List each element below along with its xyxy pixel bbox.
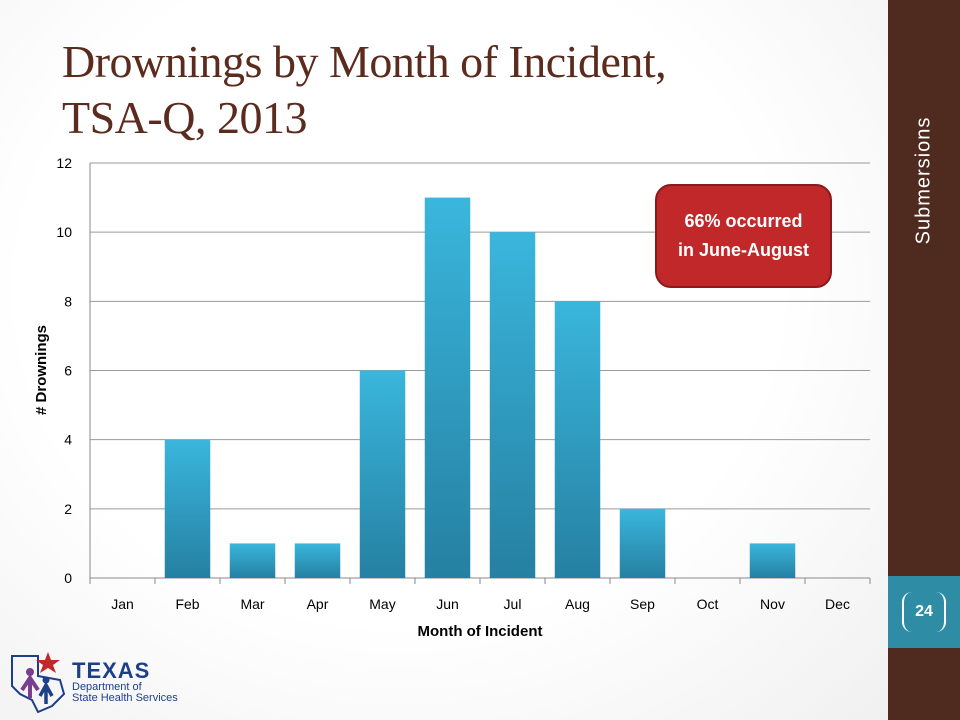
- x-tick-label: Nov: [760, 596, 785, 612]
- x-tick-label: Sep: [630, 596, 655, 612]
- x-tick-label: Jul: [504, 596, 522, 612]
- callout-line-2: in June-August: [678, 240, 809, 260]
- x-tick-label: Dec: [825, 596, 850, 612]
- texas-dshs-logo-icon: [11, 652, 66, 714]
- logo-dshs: State Health Services: [72, 692, 178, 704]
- logo-texas: TEXAS: [72, 658, 151, 683]
- y-tick-labels: 0 2 4 6 8 10 12: [56, 155, 72, 586]
- x-tick-labels: Jan Feb Mar Apr May Jun Jul Aug Sep Oct Nov Dec: [111, 596, 850, 612]
- bar-jul: [489, 232, 536, 578]
- x-tick-label: Jan: [111, 596, 134, 612]
- y-tick-label: 4: [64, 432, 72, 448]
- x-axis-label: Month of Incident: [418, 623, 543, 640]
- bar-mar: [229, 543, 276, 578]
- bar-may: [359, 370, 406, 578]
- slide-title: Drownings by Month of Incident, TSA-Q, 2…: [62, 34, 862, 146]
- y-tick-label: 0: [64, 570, 72, 586]
- y-tick-label: 6: [64, 363, 72, 379]
- sidebar-label-text: Submersions: [912, 116, 935, 244]
- bar-aug: [554, 301, 601, 578]
- bar-feb: [164, 439, 211, 578]
- x-tick-label: Aug: [565, 596, 590, 612]
- logo-dept: Department of: [72, 681, 142, 693]
- x-tick-label: Oct: [697, 596, 719, 612]
- x-tick-label: May: [369, 596, 395, 612]
- title-line-1: Drownings by Month of Incident,: [62, 36, 667, 87]
- callout-line-1: 66% occurred: [684, 211, 803, 231]
- bar-chart: 0 2 4 6 8 10 12 Jan Feb Mar Apr May Jun Jul Aug Sep Oct…: [33, 155, 871, 640]
- bar-sep: [619, 508, 666, 578]
- x-tick-label: Mar: [240, 596, 264, 612]
- bar-apr: [294, 543, 341, 578]
- bar-jun: [424, 197, 471, 579]
- gridlines: [89, 162, 871, 584]
- y-tick-label: 10: [56, 224, 72, 240]
- page-number: 24: [902, 592, 946, 632]
- logo-text: TEXAS Department of State Health Service…: [72, 660, 178, 704]
- callout-box: 66% occurred in June-August: [655, 184, 832, 288]
- bars: [164, 197, 796, 579]
- bar-nov: [749, 543, 796, 578]
- sidebar-section-label: Submersions: [888, 60, 960, 300]
- y-tick-label: 12: [56, 155, 72, 171]
- page-number-box: [888, 576, 960, 648]
- y-axis-label: # Drownings: [33, 325, 50, 415]
- x-tick-label: Apr: [307, 596, 329, 612]
- x-tick-label: Jun: [436, 596, 459, 612]
- x-tick-label: Feb: [175, 596, 199, 612]
- y-tick-label: 8: [64, 293, 72, 309]
- title-line-2: TSA-Q, 2013: [62, 92, 307, 143]
- y-tick-label: 2: [64, 501, 72, 517]
